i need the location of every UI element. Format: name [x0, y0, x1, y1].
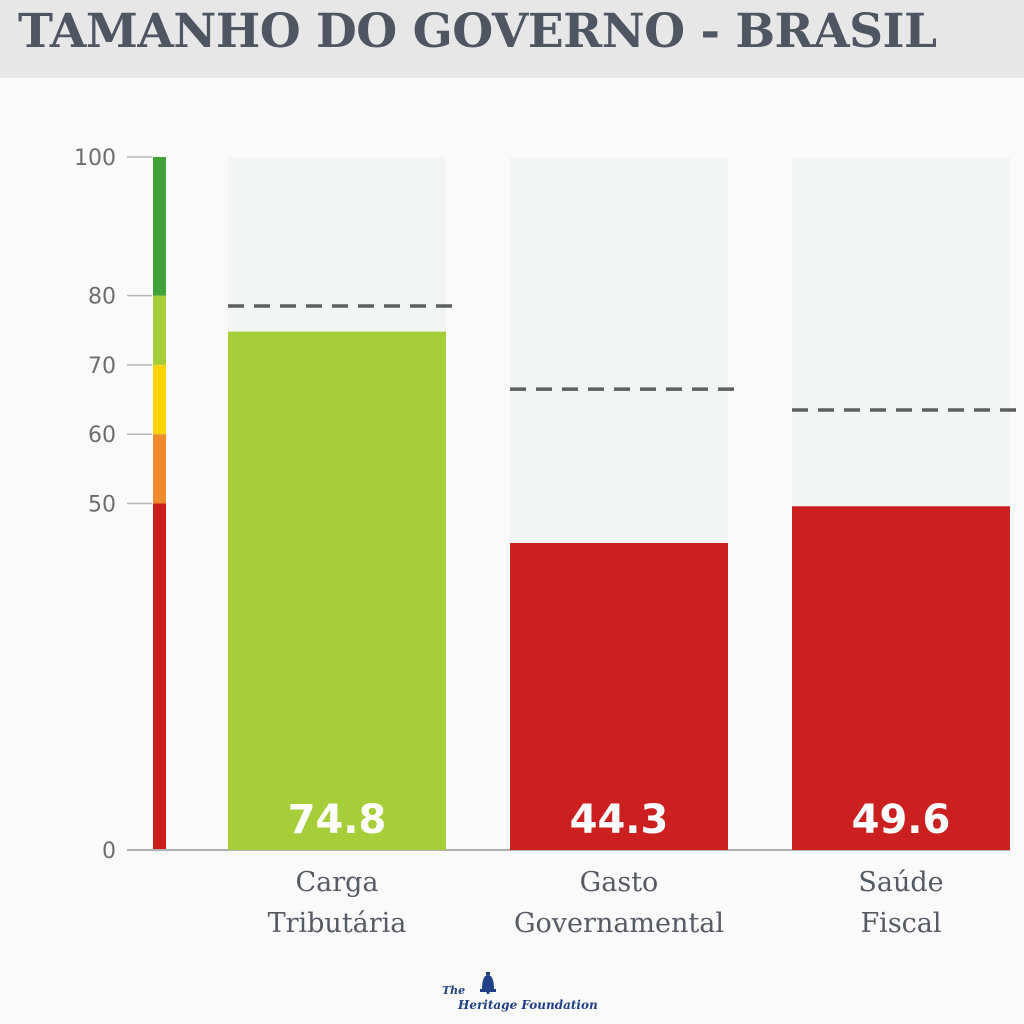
value-label-0: 74.8: [288, 797, 387, 843]
page-title: TAMANHO DO GOVERNO - BRASIL: [18, 4, 937, 59]
y-tick-label-4: 80: [88, 285, 116, 310]
category-label-1-line-1: Governamental: [513, 908, 724, 939]
y-tick-label-1: 50: [88, 493, 116, 518]
category-label-1: Gasto Governamental: [489, 862, 749, 944]
y-tick-label-2: 60: [88, 423, 116, 448]
heritage-foundation-logo: The Heritage Foundation: [440, 970, 598, 1016]
category-label-0: Carga Tributária: [207, 862, 467, 944]
category-label-2-line-1: Fiscal: [860, 908, 942, 939]
bar-1: [510, 543, 728, 850]
liberty-bell-icon: [480, 972, 496, 994]
category-label-1-line-0: Gasto: [579, 867, 659, 898]
title-bar: TAMANHO DO GOVERNO - BRASIL: [0, 0, 1024, 78]
scale-band-3: [153, 295, 166, 365]
category-label-2: Saúde Fiscal: [771, 862, 1024, 944]
category-label-0-line-1: Tributária: [267, 908, 407, 939]
y-tick-label-5: 100: [74, 146, 116, 171]
category-label-2-line-0: Saúde: [858, 867, 944, 898]
value-label-1: 44.3: [570, 797, 669, 843]
logo-name: Heritage Foundation: [458, 998, 598, 1012]
logo-the: The: [442, 984, 466, 997]
scale-band-2: [153, 364, 166, 435]
bar-0: [228, 331, 446, 850]
bar-2: [792, 506, 1010, 850]
value-label-2: 49.6: [852, 797, 951, 843]
scale-band-4: [153, 157, 166, 296]
scale-band-1: [153, 434, 166, 504]
category-label-0-line-0: Carga: [295, 867, 379, 898]
scale-band-0: [153, 503, 166, 850]
y-tick-label-3: 70: [88, 354, 116, 379]
y-tick-label-0: 0: [102, 839, 116, 864]
